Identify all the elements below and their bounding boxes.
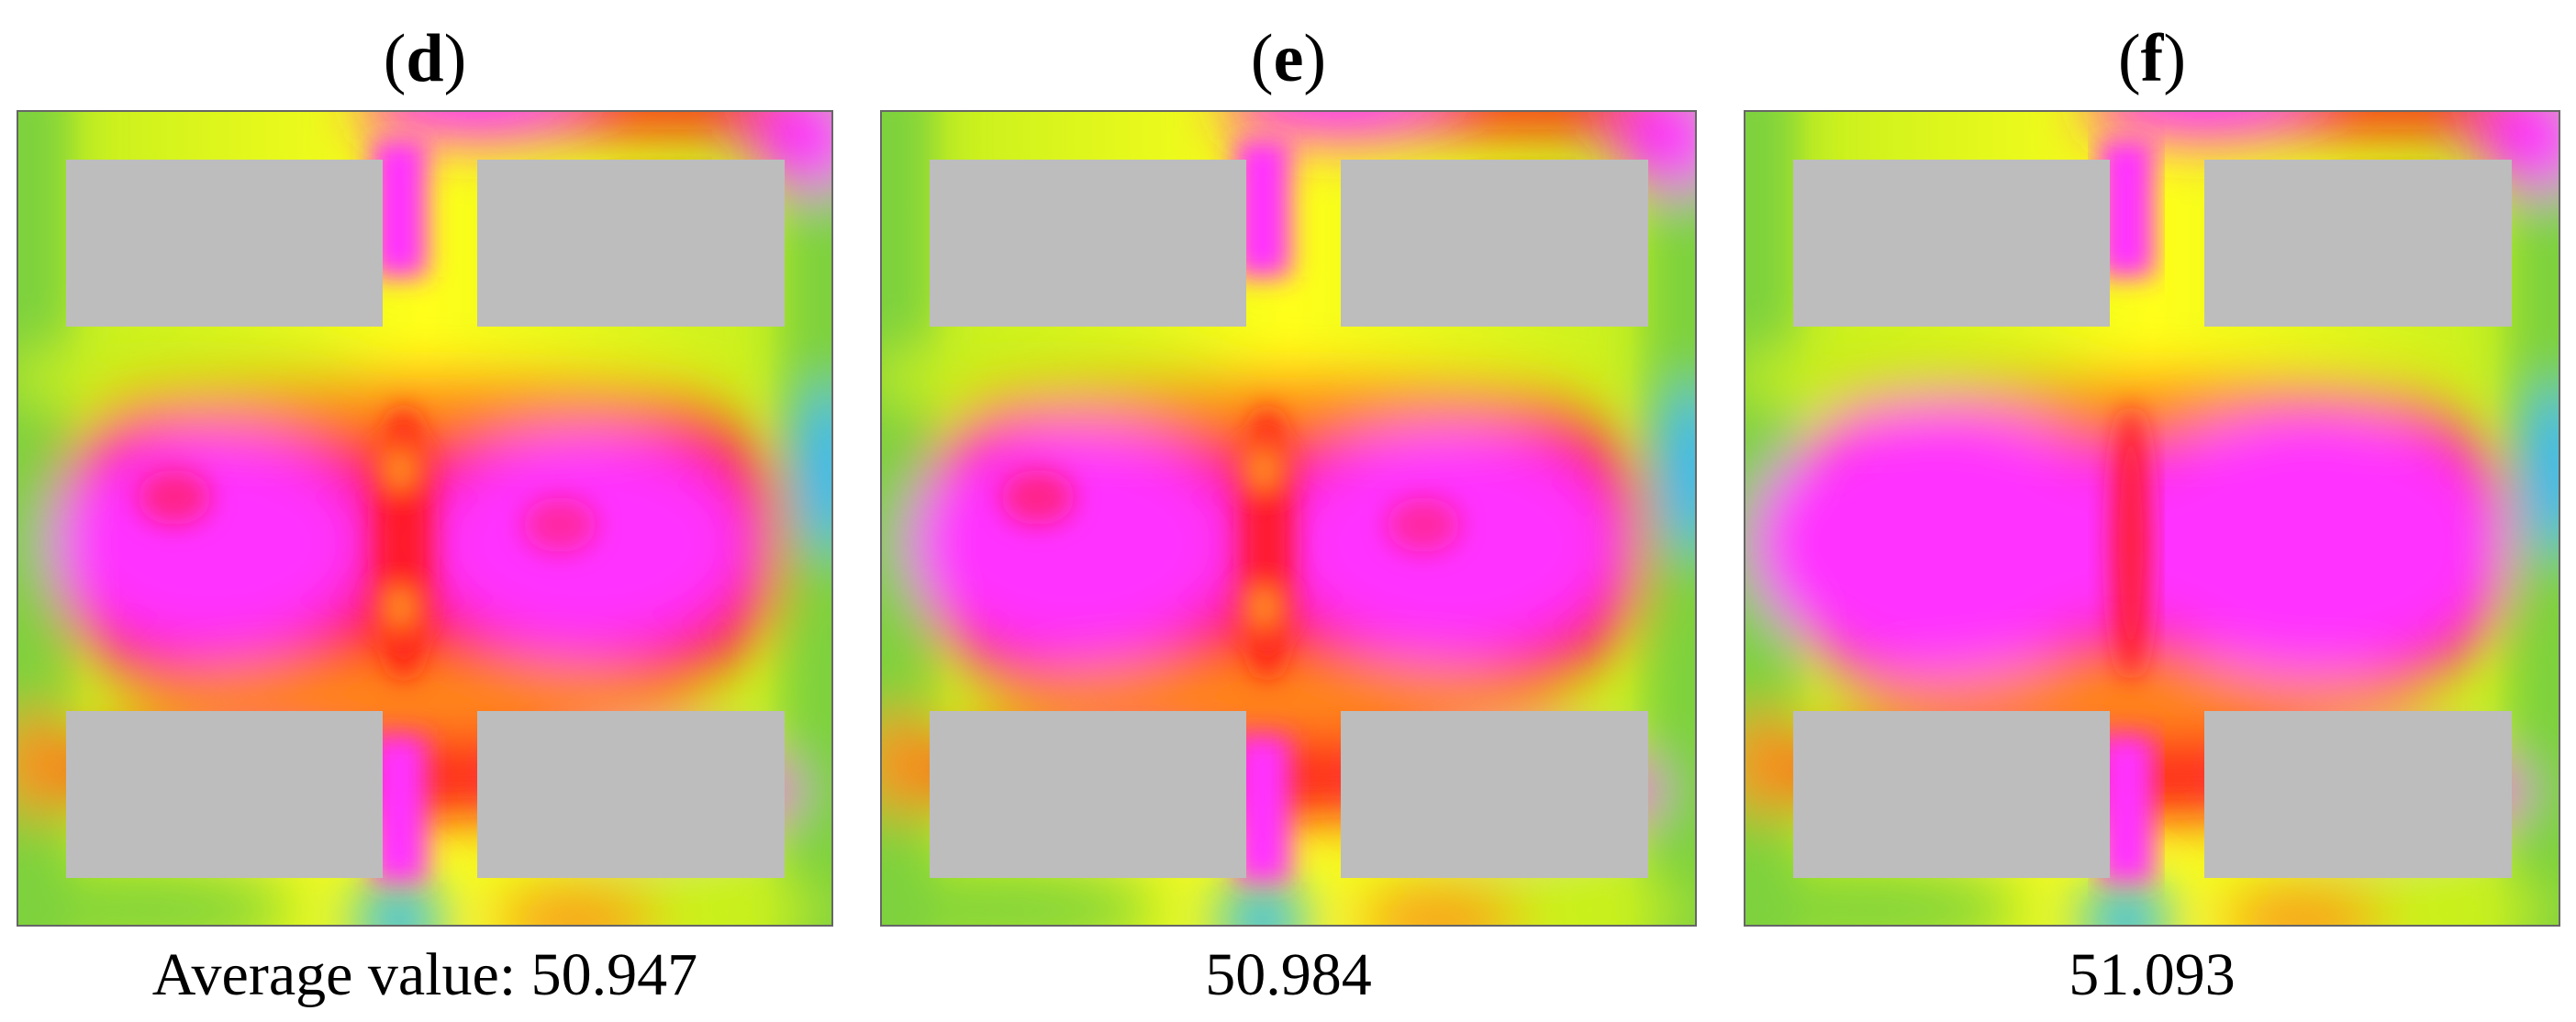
obstacle-block	[2204, 711, 2512, 878]
obstacle-block	[66, 711, 383, 878]
heatmap-field-d	[18, 112, 831, 925]
obstacle-block	[1341, 711, 1648, 878]
obstacle-block	[930, 160, 1246, 327]
panel-caption-f: 51.093	[2069, 941, 2236, 1008]
panel-f: (f) 51.093	[1744, 0, 2560, 1022]
panel-title-e: (e)	[1250, 21, 1327, 96]
panel-title-f: (f)	[2118, 21, 2186, 96]
obstacle-block	[66, 160, 383, 327]
obstacle-block	[477, 711, 785, 878]
obstacle-block	[1341, 160, 1648, 327]
panel-d: (d) Average value: 50.947	[17, 0, 833, 1022]
heatmap-d	[17, 110, 833, 927]
obstacle-block	[1793, 160, 2110, 327]
heatmap-svg-f	[1745, 112, 2559, 925]
heatmap-svg-e	[882, 112, 1695, 925]
panel-title-d: (d)	[383, 21, 467, 96]
heatmap-field-f	[1745, 112, 2559, 925]
panel-e: (e) 50.984	[880, 0, 1697, 1022]
panel-caption-d: Average value: 50.947	[151, 941, 698, 1008]
heatmap-svg-d	[18, 112, 831, 925]
heatmap-field-e	[882, 112, 1695, 925]
heatmap-e	[880, 110, 1697, 927]
obstacle-block	[930, 711, 1246, 878]
panel-caption-e: 50.984	[1205, 941, 1372, 1008]
obstacle-block	[477, 160, 785, 327]
obstacle-block	[1793, 711, 2110, 878]
heatmap-f	[1744, 110, 2560, 927]
obstacle-block	[2204, 160, 2512, 327]
